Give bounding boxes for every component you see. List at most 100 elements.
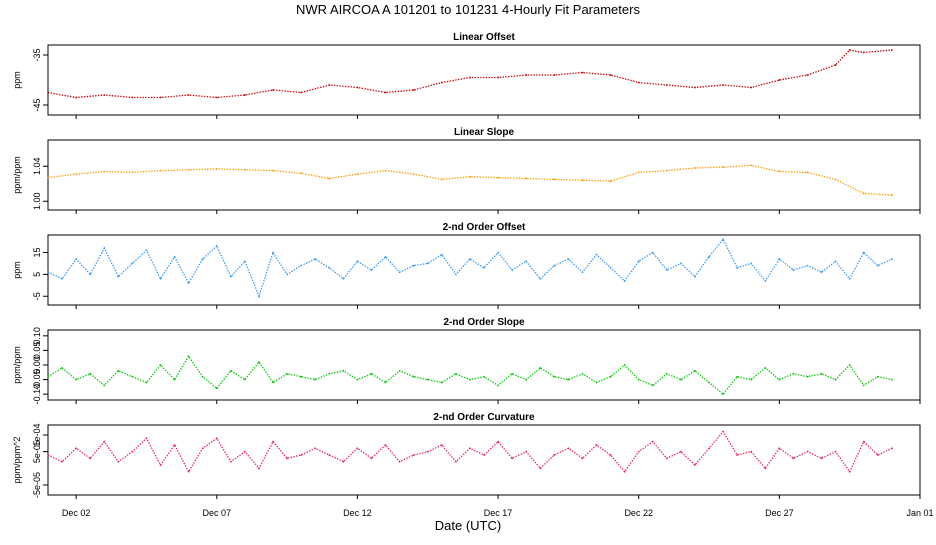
data-point: [384, 444, 387, 446]
data-point: [412, 173, 415, 176]
data-point: [595, 381, 598, 384]
data-point: [665, 169, 668, 172]
data-point: [454, 273, 457, 276]
data-point: [497, 76, 499, 79]
data-point: [412, 89, 415, 91]
data-point: [131, 450, 134, 453]
data-point: [623, 364, 626, 366]
data-point: [778, 378, 781, 381]
data-point: [286, 372, 288, 375]
data-point: [525, 177, 528, 180]
data-point: [244, 260, 246, 263]
data-point: [47, 176, 49, 179]
data-point: [609, 375, 612, 378]
data-point: [300, 172, 303, 175]
data-point: [890, 258, 893, 260]
data-point: [469, 378, 471, 381]
series-line: [47, 430, 893, 474]
data-point: [820, 372, 823, 375]
panel-title: Linear Slope: [454, 127, 514, 138]
data-point: [440, 444, 443, 446]
data-point: [356, 260, 359, 263]
data-point: [75, 258, 78, 260]
data-point: [637, 81, 640, 84]
data-point: [159, 169, 162, 172]
figure-title: NWR AIRCOA A 101201 to 101231 4-Hourly F…: [296, 2, 640, 17]
data-point: [497, 384, 499, 387]
data-point: [89, 457, 92, 460]
y-tick-label: -5: [32, 292, 42, 300]
data-point: [103, 440, 106, 443]
data-point: [665, 457, 668, 460]
data-point: [159, 364, 162, 366]
data-point: [581, 457, 584, 460]
data-point: [497, 176, 499, 179]
data-point: [637, 171, 640, 174]
data-point: [131, 96, 134, 99]
y-tick-label: 0.10: [32, 327, 42, 345]
data-point: [651, 251, 654, 254]
data-point: [553, 264, 556, 267]
y-axis-label: ppm/ppm^2: [12, 437, 22, 484]
data-point: [384, 255, 387, 258]
data-point: [117, 369, 120, 372]
data-point: [862, 251, 865, 254]
data-point: [848, 49, 851, 51]
data-point: [272, 89, 274, 91]
data-point: [244, 94, 246, 96]
data-point: [609, 266, 612, 269]
data-point: [145, 437, 148, 440]
data-point: [426, 262, 429, 265]
data-point: [876, 375, 879, 378]
y-axis-label: ppm/ppm: [12, 346, 22, 384]
data-point: [539, 277, 542, 280]
data-point: [244, 168, 246, 171]
data-point: [47, 271, 49, 274]
data-point: [722, 430, 724, 433]
data-point: [244, 378, 246, 381]
data-point: [356, 86, 359, 89]
data-point: [525, 378, 528, 381]
data-point: [300, 264, 303, 267]
data-point: [680, 262, 682, 265]
data-point: [680, 378, 682, 381]
data-point: [609, 454, 612, 456]
data-point: [286, 273, 288, 276]
x-axis-label: Date (UTC): [435, 518, 501, 533]
data-point: [483, 266, 485, 269]
data-point: [623, 280, 626, 282]
data-point: [750, 262, 753, 265]
data-point: [778, 447, 781, 450]
y-tick-label: 5: [32, 272, 42, 277]
data-point: [300, 375, 303, 378]
data-point: [862, 384, 865, 387]
data-point: [47, 91, 49, 94]
data-point: [567, 378, 570, 381]
x-tick-label: Dec 27: [765, 508, 794, 518]
data-point: [187, 94, 190, 96]
data-point: [384, 169, 387, 172]
data-point: [244, 450, 246, 453]
data-point: [862, 51, 865, 54]
data-point: [567, 447, 570, 450]
data-point: [806, 74, 809, 76]
data-point: [792, 269, 795, 271]
data-point: [609, 74, 612, 76]
data-point: [187, 282, 190, 285]
data-point: [258, 361, 260, 363]
x-tick-label: Dec 12: [343, 508, 372, 518]
data-point: [778, 258, 781, 260]
data-point: [595, 444, 598, 446]
data-point: [286, 457, 288, 460]
data-point: [511, 457, 514, 460]
data-point: [117, 460, 120, 463]
data-point: [525, 260, 528, 263]
data-point: [440, 381, 443, 384]
data-point: [356, 173, 359, 176]
data-point: [75, 378, 78, 381]
data-point: [890, 447, 893, 450]
data-point: [272, 169, 274, 172]
data-point: [215, 96, 218, 99]
data-point: [876, 454, 879, 456]
data-point: [89, 372, 92, 375]
